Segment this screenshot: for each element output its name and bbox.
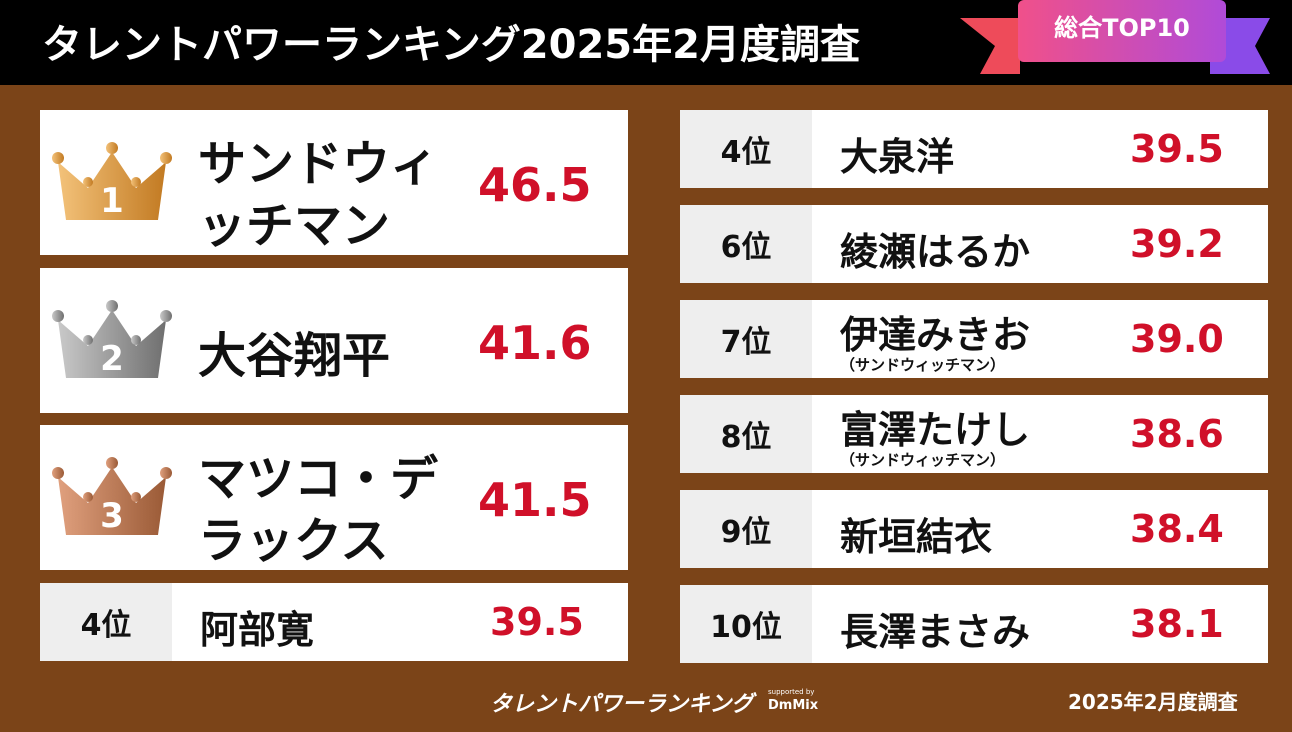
note: （サンドウィッチマン）	[840, 356, 1006, 374]
name: 新垣結衣	[840, 515, 993, 559]
note: （サンドウィッチマン）	[840, 451, 1006, 469]
score: 39.5	[1130, 127, 1224, 171]
crown: 1	[52, 142, 172, 221]
name: ラックス	[198, 513, 389, 569]
footer-sponsor: DmMix	[768, 698, 819, 713]
name: サンドウィ	[198, 136, 439, 192]
name: 長澤まさみ	[840, 610, 1031, 654]
crown-rank: 1	[100, 181, 124, 221]
rank: 8位	[680, 395, 812, 473]
score: 39.5	[490, 600, 584, 644]
rank-row: 4位 阿部寛 39.5	[40, 583, 628, 661]
score: 39.0	[1130, 317, 1224, 361]
name: 大泉洋	[840, 135, 955, 179]
crown: 3	[52, 457, 172, 536]
name: 大谷翔平	[198, 328, 391, 384]
crown: 2	[52, 300, 172, 379]
rank: 9位	[680, 490, 812, 568]
name: 伊達みきお	[840, 313, 1031, 357]
title: タレントパワーランキング2025年2月度調査	[42, 22, 860, 68]
rank: 7位	[680, 300, 812, 378]
rank-row: 7位 伊達みきお （サンドウィッチマン） 39.0	[680, 300, 1268, 378]
rank: 4位	[40, 583, 172, 661]
name: 阿部寛	[200, 608, 315, 652]
badge: 総合TOP10	[1054, 14, 1190, 42]
footer-supported: supported by	[768, 688, 815, 696]
footer-date: 2025年2月度調査	[1068, 690, 1238, 714]
rank: 6位	[680, 205, 812, 283]
score: 41.6	[478, 316, 592, 370]
score: 41.5	[478, 473, 592, 527]
crown-rank: 3	[100, 496, 124, 536]
top-card: 2 大谷翔平 41.6	[40, 268, 628, 413]
name: マツコ・デ	[198, 451, 439, 507]
footer-logo: タレントパワーランキング	[490, 692, 754, 717]
name: 綾瀬はるか	[840, 230, 1031, 274]
crown-rank: 2	[100, 339, 124, 379]
rank-row: 6位 綾瀬はるか 39.2	[680, 205, 1268, 283]
name: ッチマン	[198, 198, 391, 254]
top-card: 3 マツコ・デラックス 41.5	[40, 425, 628, 570]
rank-row: 8位 富澤たけし （サンドウィッチマン） 38.6	[680, 395, 1268, 473]
score: 39.2	[1130, 222, 1224, 266]
score: 46.5	[478, 158, 592, 212]
score: 38.6	[1130, 412, 1224, 456]
badge-ribbon	[960, 0, 1270, 74]
score: 38.1	[1130, 602, 1224, 646]
top-card: 1 サンドウィッチマン 46.5	[40, 110, 628, 255]
rank: 10位	[680, 585, 812, 663]
rank-row: 10位 長澤まさみ 38.1	[680, 585, 1268, 663]
rank-row: 9位 新垣結衣 38.4	[680, 490, 1268, 568]
rank: 4位	[680, 110, 812, 188]
name: 富澤たけし	[840, 408, 1031, 452]
rank-row: 4位 大泉洋 39.5	[680, 110, 1268, 188]
score: 38.4	[1130, 507, 1224, 551]
